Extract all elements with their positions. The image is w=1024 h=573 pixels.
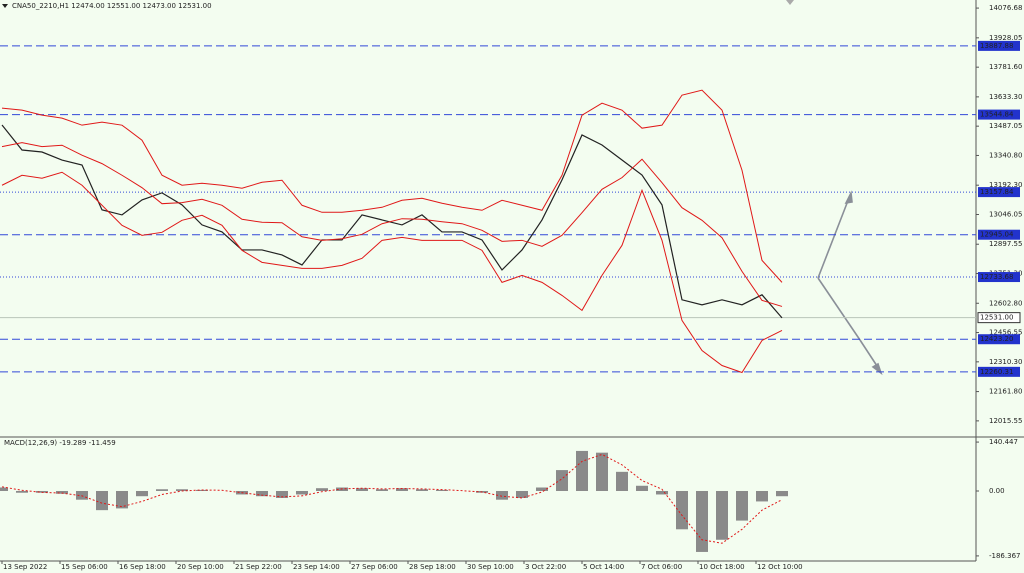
macd-bar <box>196 489 208 491</box>
x-tick-label: 21 Sep 22:00 <box>235 563 282 571</box>
macd-bar <box>96 490 108 511</box>
macd-bar <box>496 490 508 500</box>
y-tick-label: 12602.80 <box>989 299 1022 307</box>
level-label: 12531.00 <box>980 314 1013 322</box>
level-label-box <box>978 366 1020 377</box>
y-tick-label: 12015.55 <box>989 417 1022 425</box>
x-tick-label: 30 Sep 10:00 <box>467 563 514 571</box>
macd-signal <box>1 453 783 544</box>
macd-bar <box>56 490 68 494</box>
macd-bar <box>716 490 728 540</box>
level-label: 12260.31 <box>980 368 1013 376</box>
macd-bar <box>136 490 148 497</box>
x-tick-label: 20 Sep 10:00 <box>177 563 224 571</box>
projection-arrows <box>817 190 883 376</box>
chart-title: CNA50_2210,H1 12474.00 12551.00 12473.00… <box>12 2 212 10</box>
y-tick-label: 13340.80 <box>989 151 1022 159</box>
macd-bar <box>0 487 8 491</box>
x-tick-label: 10 Oct 18:00 <box>699 563 745 571</box>
macd-bar <box>696 490 708 552</box>
y-tick-label: 140.447 <box>989 438 1018 446</box>
x-tick-label: 16 Sep 18:00 <box>119 563 166 571</box>
y-tick-label: 13633.30 <box>989 93 1022 101</box>
x-tick-label: 23 Sep 14:00 <box>293 563 340 571</box>
level-label-box <box>977 312 1021 324</box>
macd-bar <box>376 489 388 491</box>
x-tick-label: 5 Oct 14:00 <box>583 563 624 571</box>
level-label: 13887.88 <box>980 42 1013 50</box>
y-tick-label: 12161.80 <box>989 388 1022 396</box>
macd-bar <box>736 490 748 521</box>
y-tick-label: -186.367 <box>989 552 1020 560</box>
macd-bar <box>176 489 188 491</box>
macd-bar <box>416 489 428 491</box>
macd-bar <box>516 490 528 498</box>
level-label: 13544.84 <box>980 111 1014 119</box>
y-tick-label: 13192.30 <box>989 181 1022 189</box>
x-tick-label: 7 Oct 06:00 <box>641 563 682 571</box>
macd-bar <box>756 490 768 502</box>
level-label-box <box>978 272 1020 283</box>
macd-bar <box>776 490 788 497</box>
macd-bar <box>316 488 328 491</box>
level-label-box <box>978 109 1020 120</box>
menu-triangle <box>2 4 8 8</box>
y-tick-label: 12897.55 <box>989 240 1022 248</box>
bollinger-band <box>1 89 783 283</box>
macd-bar <box>116 490 128 509</box>
macd-bar <box>676 490 688 530</box>
macd-bar <box>556 470 568 491</box>
y-tick-label: 14076.68 <box>989 4 1022 12</box>
y-tick-label: 0.00 <box>989 487 1005 495</box>
x-tick-label: 12 Oct 10:00 <box>757 563 803 571</box>
x-tick-label: 27 Sep 06:00 <box>351 563 398 571</box>
macd-bar <box>636 485 648 491</box>
y-tick-label: 13928.05 <box>989 34 1022 42</box>
macd-bar <box>436 489 448 491</box>
macd-bar <box>356 488 368 491</box>
x-tick-label: 28 Sep 18:00 <box>409 563 456 571</box>
price-line <box>1 124 783 319</box>
y-tick-label: 12456.55 <box>989 329 1022 337</box>
macd-bar <box>656 490 668 495</box>
y-tick-label: 13487.05 <box>989 122 1022 130</box>
y-tick-label: 12310.30 <box>989 358 1022 366</box>
macd-bar <box>76 490 88 500</box>
level-label-box <box>978 334 1020 345</box>
x-tick-label: 13 Sep 2022 <box>3 563 47 571</box>
macd-bar <box>36 490 48 493</box>
macd-bar <box>396 488 408 491</box>
level-label: 12945.04 <box>980 231 1014 239</box>
level-label: 13157.84 <box>980 188 1014 196</box>
macd-bar <box>276 490 288 498</box>
macd-bar <box>296 490 308 495</box>
macd-bar <box>256 490 268 497</box>
level-label: 12733.68 <box>980 273 1013 281</box>
y-tick-label: 13046.05 <box>989 210 1022 218</box>
x-tick-label: 15 Sep 06:00 <box>61 563 108 571</box>
level-label-box <box>978 187 1020 198</box>
bollinger-band <box>1 171 783 374</box>
level-label-box <box>978 40 1020 51</box>
x-tick-label: 3 Oct 22:00 <box>525 563 566 571</box>
macd-bar <box>596 452 608 491</box>
bollinger-band <box>1 142 783 307</box>
level-label-box <box>978 229 1020 240</box>
macd-bar <box>156 489 168 491</box>
shift-marker <box>786 0 794 5</box>
macd-bar <box>536 487 548 491</box>
macd-bar <box>616 471 628 491</box>
macd-title: MACD(12,26,9) -19.289 -11.459 <box>4 439 116 447</box>
level-label: 12423.20 <box>980 335 1013 343</box>
y-tick-label: 13781.60 <box>989 63 1022 71</box>
macd-bar <box>16 490 28 493</box>
macd-bar <box>576 450 588 491</box>
